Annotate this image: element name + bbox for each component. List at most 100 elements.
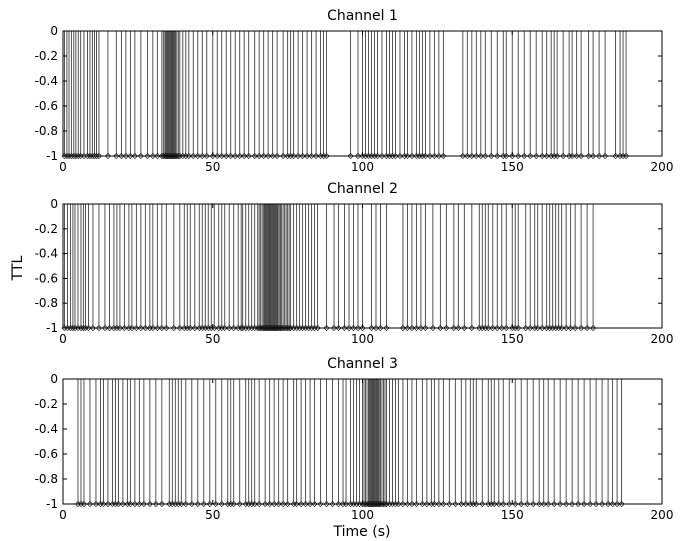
stem-marker [443,324,450,332]
stem-marker [440,152,447,160]
stem-marker [578,152,585,160]
x-tick-label: 100 [351,508,374,522]
stem-marker [119,500,126,508]
stem-marker [262,500,269,508]
stem-marker [133,324,140,332]
stem-marker [560,152,567,160]
stem-marker [590,152,597,160]
x-tick-label: 100 [351,160,374,174]
stem-marker [557,500,564,508]
y-tick-label: -0.4 [35,74,58,88]
stem-marker [271,500,278,508]
stem-marker [578,324,585,332]
stem-marker [280,500,287,508]
y-tick-label: -1 [46,497,58,511]
stem-marker [408,152,416,160]
stem-marker [218,152,225,160]
stem-marker [581,500,588,508]
x-tick-label: 0 [59,332,67,346]
stem-marker [158,500,165,508]
stem-marker [212,500,219,508]
stem-marker [377,324,384,332]
stem-marker [551,500,558,508]
stem-marker [154,152,161,160]
stem-marker [563,324,570,332]
stem-marker [530,500,537,508]
stem-marker [347,152,354,160]
stem-marker [335,500,342,508]
stem-marker [399,500,407,508]
stem-marker [154,324,161,332]
y-tick-label: -0.8 [35,472,58,486]
stem-marker [118,152,125,160]
stem-marker [140,500,147,508]
panel-1: Channel 1 0 50 100 150 200 0 -0.2 -0.4 -0.6 -0.8 -1 [35,8,674,174]
stem-marker [473,500,480,508]
stem-marker [372,324,380,332]
x-tick-label: 50 [205,508,220,522]
stem-marker [70,152,77,160]
stem-marker [170,324,177,332]
stem-marker [203,152,210,160]
stem-marker [230,324,237,332]
stem-marker [590,324,597,332]
stem-marker [622,152,630,160]
stem-marker [185,152,192,160]
x-tick-label: 50 [205,332,220,346]
stem-marker [206,500,213,508]
stem-marker [86,152,94,160]
stem-marker [558,324,565,332]
stem-marker [284,500,291,508]
stem-marker [194,500,201,508]
stem-marker [245,152,252,160]
stem-marker [68,152,75,160]
stem-marker [491,500,498,508]
stem-marker [194,152,201,160]
stem-marker [498,324,505,332]
stem-marker [354,152,362,160]
stem-marker [265,152,272,160]
stem-marker [269,152,276,160]
y-tick-label: -0.2 [35,49,58,63]
y-tick-label: 0 [50,24,58,38]
stem-marker [503,152,510,160]
stem-marker [539,152,546,160]
stem-marker [63,152,70,160]
panel-title: Channel 2 [327,181,398,197]
stem-marker [431,500,438,508]
stem-marker [221,324,228,332]
stem-marker [468,152,475,160]
stem-marker [101,324,109,332]
stem-marker [95,152,103,160]
stem-marker [131,500,138,508]
stem-marker [584,324,591,332]
stem-marker [77,324,85,332]
panel-2: Channel 2 0 50 100 150 200 0 -0.2 -0.4 -0.6 -0.8 -1 [35,181,674,346]
stem-marker [104,500,112,508]
stem-marker [376,500,383,508]
stem-marker [178,500,185,508]
stem-marker [609,500,616,508]
stem-marker [359,324,366,332]
stem-marker [182,500,189,508]
stem-marker [176,324,183,332]
stem-marker [256,152,263,160]
stem-marker [524,500,531,508]
x-axis-label: Time (s) [333,524,391,540]
stem-marker [485,324,492,332]
stem-marker [563,500,570,508]
stem-marker [127,152,134,160]
stem-marker [209,152,216,160]
stem-marker [408,500,416,508]
stem-marker [423,500,430,508]
stem-marker [455,324,462,332]
stem-marker [569,500,576,508]
stem-marker [378,152,386,160]
stem-marker [473,152,480,160]
stem-marker [459,152,466,160]
stem-marker [506,500,513,508]
stem-marker [295,152,302,160]
x-tick-label: 100 [351,332,374,346]
stem-marker [450,324,457,332]
